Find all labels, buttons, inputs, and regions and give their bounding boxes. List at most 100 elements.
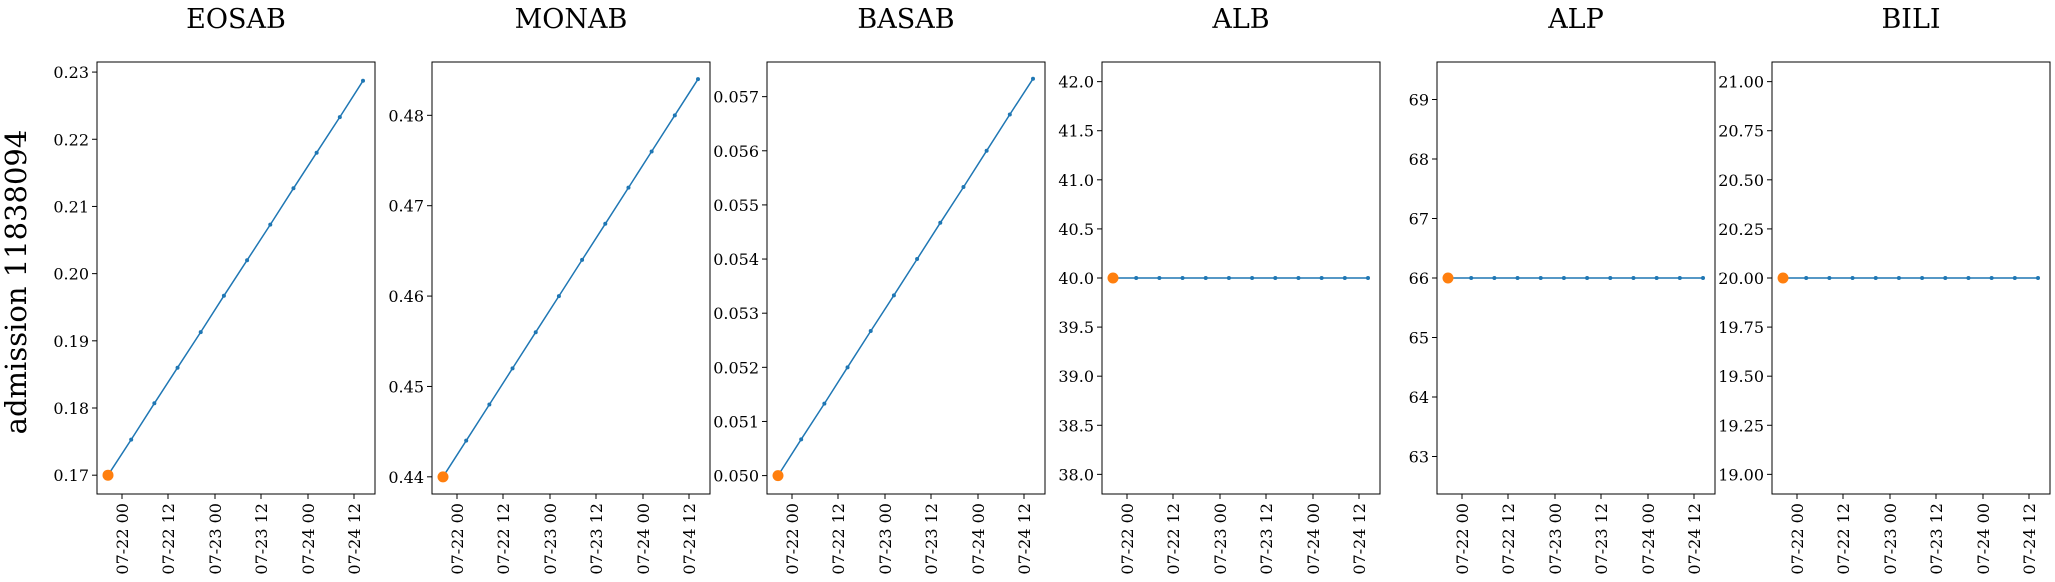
bili-data-point <box>1827 276 1832 280</box>
alb-x-tick-label: 07-24 12 <box>1350 503 1369 575</box>
bili-y-tick-label: 19.00 <box>1718 465 1764 484</box>
eosab-x-tick-label: 07-22 00 <box>113 503 132 575</box>
alp-data-point <box>1631 276 1636 280</box>
row-label: admission 11838094 <box>0 130 33 435</box>
bili-data-point <box>2012 276 2017 280</box>
basab-data-point <box>891 293 896 298</box>
monab-y-tick-label: 0.46 <box>388 287 424 306</box>
monab-data-point <box>533 330 538 335</box>
basab-data-point <box>868 329 873 334</box>
alb-x-tick-label: 07-22 12 <box>1164 503 1183 575</box>
monab-x-tick-label: 07-24 12 <box>680 503 699 575</box>
eosab-y-tick-label: 0.17 <box>53 466 89 485</box>
bili-data-point <box>1873 276 1878 280</box>
monab-panel: MONAB 0.44 0.45 0.46 0.47 0.48 07-22 00 07-22 1… <box>388 4 711 575</box>
eosab-data-point <box>337 115 342 120</box>
monab-data-point <box>626 185 631 190</box>
monab-data-point <box>464 438 469 443</box>
monab-series-line <box>442 78 699 478</box>
bili-data-point <box>1850 276 1855 280</box>
monab-x-tick-label: 07-22 12 <box>494 503 513 575</box>
alp-x-tick-label: 07-23 12 <box>1592 503 1611 575</box>
alb-panel: ALB 38.0 38.5 39.0 39.5 40.0 40.5 41.0 41.5 42.0 0… <box>1058 4 1381 575</box>
basab-data-point <box>1007 112 1012 117</box>
monab-x-tick-label: 07-22 00 <box>448 503 467 575</box>
bili-x-tick-label: 07-22 00 <box>1788 503 1807 575</box>
eosab-data-point <box>314 150 319 155</box>
alb-highlight-point <box>1107 272 1119 284</box>
bili-y-tick-label: 19.50 <box>1718 367 1764 386</box>
alb-data-point <box>1226 276 1231 280</box>
alp-data-point <box>1608 276 1613 280</box>
monab-data-point <box>510 366 515 371</box>
basab-y-tick-label: 0.055 <box>713 196 759 215</box>
bili-y-tick-label: 19.25 <box>1718 416 1764 435</box>
eosab-x-tick-label: 07-23 12 <box>252 503 271 575</box>
basab-data-point <box>1031 76 1035 81</box>
eosab-data-point <box>221 293 226 298</box>
eosab-y-tick-label: 0.23 <box>53 63 89 82</box>
alb-data-point <box>1180 276 1185 280</box>
alb-title: ALB <box>1211 4 1269 35</box>
basab-y-tick-label: 0.051 <box>713 412 759 431</box>
bili-data-point <box>2036 276 2040 280</box>
bili-x-tick-label: 07-22 12 <box>1834 503 1853 575</box>
monab-y-tick-label: 0.47 <box>388 197 424 216</box>
alb-x-tick-label: 07-23 00 <box>1211 503 1230 575</box>
monab-data-point <box>696 77 700 82</box>
monab-data-point <box>580 257 585 262</box>
basab-title: BASAB <box>857 4 954 35</box>
alp-x-tick-label: 07-23 00 <box>1546 503 1565 575</box>
alb-y-tick-label: 39.5 <box>1058 318 1094 337</box>
monab-axes-frame <box>431 61 711 495</box>
alb-data-point <box>1366 276 1370 280</box>
alb-data-point <box>1342 276 1347 280</box>
eosab-y-tick-label: 0.21 <box>53 197 89 216</box>
eosab-axes-frame <box>96 61 376 495</box>
alp-y-tick-label: 67 <box>1409 209 1429 228</box>
alp-y-tick-label: 66 <box>1409 269 1429 288</box>
alp-y-tick-label: 68 <box>1409 150 1429 169</box>
eosab-y-tick-label: 0.18 <box>53 399 89 418</box>
basab-axes-frame <box>766 61 1046 495</box>
eosab-x-tick-label: 07-23 00 <box>206 503 225 575</box>
monab-x-tick-label: 07-23 00 <box>541 503 560 575</box>
alb-data-point <box>1203 276 1208 280</box>
monab-data-point <box>649 149 654 154</box>
monab-data-point <box>603 221 608 226</box>
basab-x-tick-label: 07-23 00 <box>876 503 895 575</box>
alb-y-tick-label: 41.5 <box>1058 122 1094 141</box>
eosab-x-tick-label: 07-22 12 <box>159 503 178 575</box>
bili-x-tick-label: 07-23 12 <box>1927 503 1946 575</box>
bili-y-tick-label: 19.75 <box>1718 318 1764 337</box>
alp-data-point <box>1469 276 1474 280</box>
monab-x-tick-label: 07-23 12 <box>587 503 606 575</box>
eosab-y-tick-label: 0.19 <box>53 332 89 351</box>
bili-x-tick-label: 07-24 00 <box>1974 503 1993 575</box>
eosab-data-point <box>268 222 273 227</box>
alb-x-tick-label: 07-24 00 <box>1304 503 1323 575</box>
basab-data-point <box>938 220 943 225</box>
alp-y-tick-label: 64 <box>1409 388 1429 407</box>
basab-data-point <box>961 185 966 190</box>
basab-data-point <box>845 365 850 370</box>
alb-y-tick-label: 40.5 <box>1058 220 1094 239</box>
monab-title: MONAB <box>515 4 628 35</box>
alp-title: ALP <box>1547 4 1604 35</box>
alb-y-tick-label: 38.0 <box>1058 465 1094 484</box>
monab-data-point <box>556 294 561 299</box>
bili-data-point <box>1989 276 1994 280</box>
eosab-series-line <box>107 80 364 476</box>
basab-y-tick-label: 0.054 <box>713 250 759 269</box>
eosab-data-point <box>198 330 203 335</box>
bili-data-point <box>1966 276 1971 280</box>
alb-y-tick-label: 38.5 <box>1058 416 1094 435</box>
basab-y-tick-label: 0.052 <box>713 358 759 377</box>
bili-data-point <box>1943 276 1948 280</box>
basab-y-tick-label: 0.057 <box>713 88 759 107</box>
alb-y-tick-label: 39.0 <box>1058 367 1094 386</box>
bili-title: BILI <box>1881 4 1940 35</box>
eosab-x-tick-label: 07-24 12 <box>345 503 364 575</box>
monab-x-tick-label: 07-24 00 <box>634 503 653 575</box>
